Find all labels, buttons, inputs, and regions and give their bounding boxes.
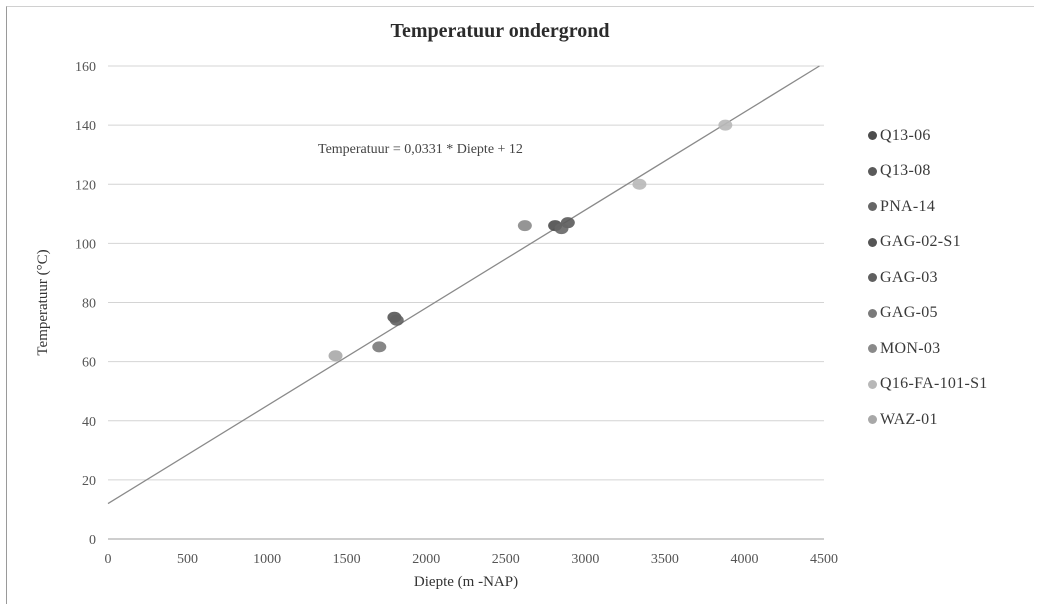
legend-marker-icon [868, 166, 877, 176]
legend-item: Q13-08 [868, 154, 1033, 190]
x-tick-label: 2000 [412, 552, 440, 567]
data-point [517, 220, 532, 232]
legend-item: GAG-05 [868, 296, 1033, 332]
x-tick-label: 500 [177, 552, 198, 567]
x-tick-label: 0 [105, 552, 112, 567]
y-tick-label: 40 [82, 415, 96, 430]
trendline-equation: Temperatuur = 0,0331 * Diepte + 12 [318, 142, 523, 157]
y-tick-label: 120 [75, 178, 96, 193]
data-point [389, 314, 404, 326]
x-tick-label: 3500 [651, 552, 679, 567]
y-tick-label: 80 [82, 297, 96, 312]
legend-item: PNA-14 [868, 189, 1033, 225]
x-tick-label: 4000 [730, 552, 758, 567]
legend-label: GAG-05 [880, 304, 938, 322]
y-tick-label: 160 [75, 60, 96, 75]
legend-marker-icon [868, 308, 877, 318]
data-point [328, 350, 343, 362]
legend-marker-icon [868, 202, 877, 212]
chart-frame [6, 6, 1034, 604]
y-tick-label: 100 [75, 237, 96, 252]
data-point [632, 178, 647, 190]
y-tick-label: 20 [82, 474, 96, 489]
y-tick-label: 60 [82, 356, 96, 371]
legend-item: Q16-FA-101-S1 [868, 367, 1033, 403]
data-point [718, 119, 733, 131]
x-tick-label: 3000 [571, 552, 599, 567]
legend-marker-icon [868, 415, 877, 425]
x-tick-label: 2500 [492, 552, 520, 567]
legend-item: GAG-03 [868, 260, 1033, 296]
trendline [107, 65, 820, 505]
x-tick-label: 1500 [333, 552, 361, 567]
chart-legend: Q13-06 Q13-08 PNA-14 GAG-02-S1 GAG-03 GAG-05 M… [868, 118, 1033, 438]
data-point [372, 341, 387, 353]
legend-item: GAG-02-S1 [868, 225, 1033, 261]
legend-label: Q16-FA-101-S1 [880, 375, 988, 393]
y-tick-label: 0 [89, 533, 96, 548]
legend-marker-icon [868, 237, 877, 247]
chart-title: Temperatuur ondergrond [390, 20, 610, 42]
legend-label: PNA-14 [880, 197, 936, 215]
data-point [554, 223, 569, 235]
legend-marker-icon [868, 344, 877, 354]
legend-label: MON-03 [880, 339, 941, 357]
legend-label: Q13-06 [880, 126, 931, 144]
legend-label: GAG-02-S1 [880, 233, 961, 251]
legend-marker-icon [868, 273, 877, 283]
legend-marker-icon [868, 379, 877, 389]
legend-item: WAZ-01 [868, 402, 1033, 438]
legend-label: GAG-03 [880, 268, 938, 286]
legend-item: MON-03 [868, 331, 1033, 367]
legend-label: WAZ-01 [880, 410, 938, 428]
legend-item: Q13-06 [868, 118, 1033, 154]
legend-label: Q13-08 [880, 162, 931, 180]
x-tick-label: 4500 [810, 552, 838, 567]
x-tick-label: 1000 [253, 552, 281, 567]
x-axis-label: Diepte (m -NAP) [414, 574, 518, 590]
legend-marker-icon [868, 131, 877, 141]
y-tick-label: 140 [75, 119, 96, 134]
y-axis-label: Temperatuur (°C) [35, 249, 51, 355]
